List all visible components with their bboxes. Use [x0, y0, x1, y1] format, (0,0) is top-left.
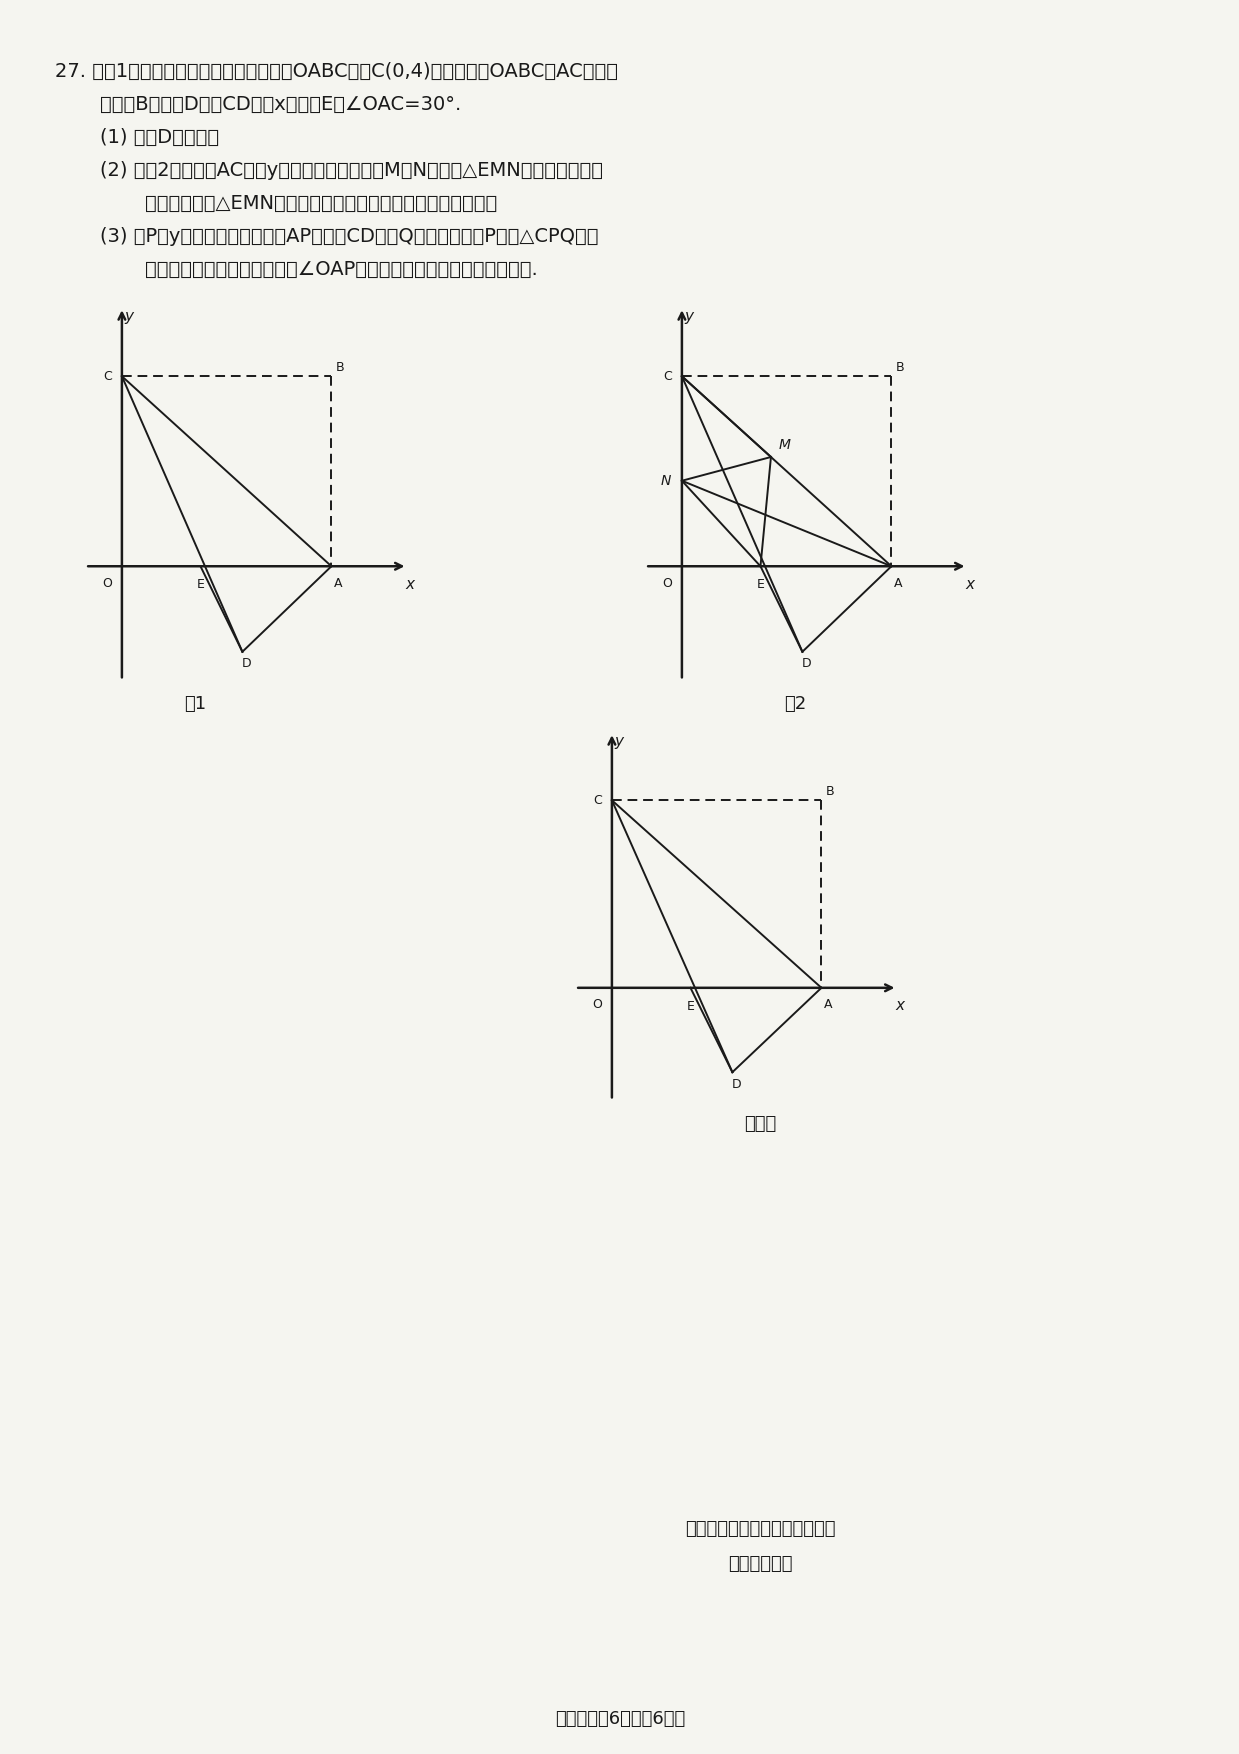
Text: 使得点B落在点D处，CD边交x轴于点E，∠OAC=30°.: 使得点B落在点D处，CD边交x轴于点E，∠OAC=30°. [76, 95, 461, 114]
Text: A: A [335, 577, 342, 589]
Text: A: A [824, 998, 833, 1010]
Text: y: y [615, 733, 623, 749]
Text: C: C [104, 370, 113, 382]
Text: B: B [336, 361, 344, 374]
Text: 27. 如图1，在平面直角坐标系中有长方形OABC，点C(0,4)，将长方形OABC沿AC折叠，: 27. 如图1，在平面直角坐标系中有长方形OABC，点C(0,4)，将长方形OA… [55, 61, 618, 81]
Text: 图1: 图1 [183, 695, 206, 712]
Text: 数学试题第6页（共6页）: 数学试题第6页（共6页） [555, 1710, 685, 1728]
Text: 审题人：李杰: 审题人：李杰 [727, 1556, 792, 1573]
Text: C: C [664, 370, 673, 382]
Text: E: E [757, 579, 764, 591]
Text: D: D [802, 658, 812, 670]
Text: x: x [896, 998, 904, 1014]
Text: O: O [103, 577, 113, 589]
Text: D: D [732, 1077, 741, 1091]
Text: y: y [684, 309, 694, 324]
Text: 图2: 图2 [784, 695, 807, 712]
Text: 腰三角形？如果存在，请求出∠OAP的度数；如果不存在，请说明理由.: 腰三角形？如果存在，请求出∠OAP的度数；如果不存在，请说明理由. [95, 260, 538, 279]
Text: A: A [895, 577, 902, 589]
Text: B: B [825, 786, 834, 798]
Text: x: x [406, 577, 415, 591]
Text: B: B [896, 361, 904, 374]
Text: (1) 求点D的坐标；: (1) 求点D的坐标； [76, 128, 219, 147]
Text: 备用图: 备用图 [743, 1116, 776, 1133]
Text: E: E [686, 1000, 694, 1012]
Text: (2) 如图2，在直线AC以及y轴上是否分别存在点M，N，使得△EMN的周长最小？如: (2) 如图2，在直线AC以及y轴上是否分别存在点M，N，使得△EMN的周长最小… [76, 161, 603, 181]
Text: x: x [966, 577, 975, 591]
Text: C: C [593, 795, 602, 807]
Text: E: E [197, 579, 204, 591]
Text: N: N [662, 474, 672, 488]
Text: O: O [663, 577, 673, 589]
Text: 命题人：张翠屏、曾茂、吉星洋: 命题人：张翠屏、曾茂、吉星洋 [685, 1521, 835, 1538]
Text: y: y [125, 309, 134, 324]
Text: (3) 点P为y轴上一动点，作直线AP交直线CD于点Q，是否存在点P使得△CPQ为等: (3) 点P为y轴上一动点，作直线AP交直线CD于点Q，是否存在点P使得△CPQ… [76, 226, 598, 246]
Text: M: M [779, 438, 790, 453]
Text: O: O [592, 998, 602, 1010]
Text: 果存在，求出△EMN周长的最小值；如果不存在，请说明理由；: 果存在，求出△EMN周长的最小值；如果不存在，请说明理由； [95, 195, 497, 212]
Text: D: D [242, 658, 252, 670]
